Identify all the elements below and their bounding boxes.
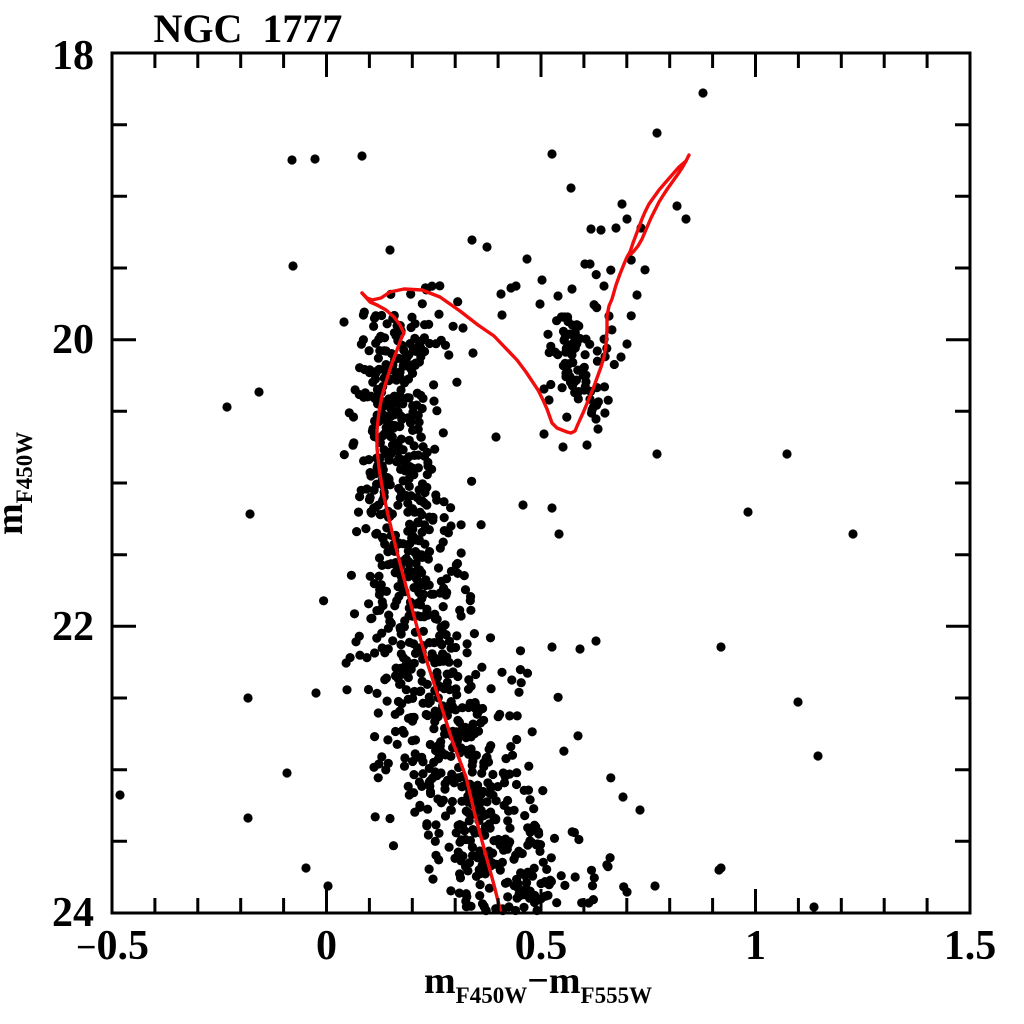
svg-text:1.5: 1.5: [944, 923, 997, 969]
svg-text:−0.5: −0.5: [76, 923, 149, 969]
svg-text:0.5: 0.5: [515, 923, 568, 969]
svg-text:0: 0: [316, 923, 337, 969]
svg-text:18: 18: [52, 33, 94, 79]
svg-text:NGC 1777: NGC 1777: [154, 6, 343, 51]
svg-text:1: 1: [745, 923, 766, 969]
svg-text:20: 20: [52, 317, 94, 363]
svg-text:22: 22: [52, 604, 94, 650]
svg-text:24: 24: [52, 890, 94, 936]
